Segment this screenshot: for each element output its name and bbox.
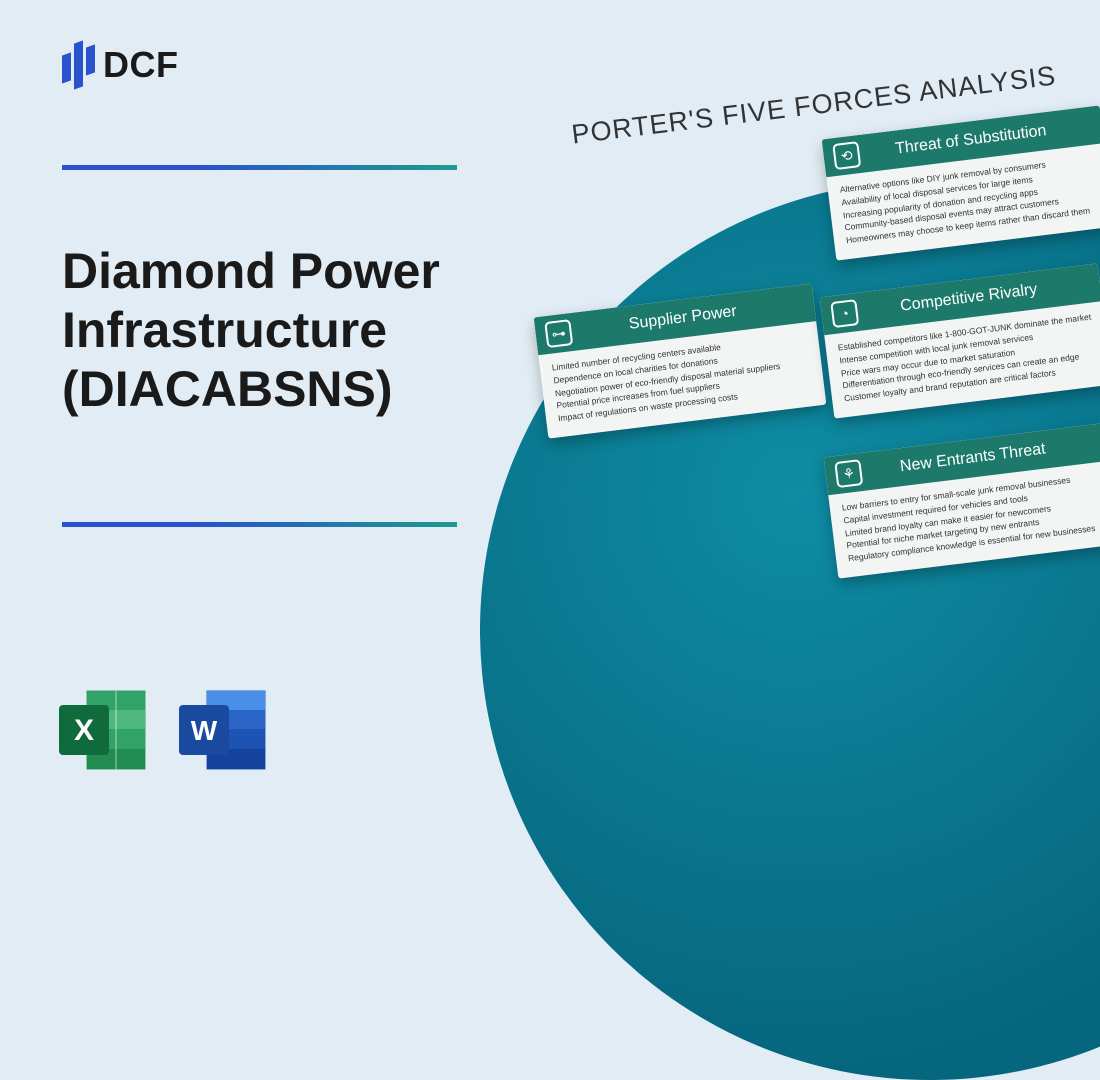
supplier-icon: ⊶: [544, 319, 573, 348]
divider-top: [62, 165, 457, 170]
file-icons: X W: [55, 685, 271, 775]
substitution-icon: ⟲: [832, 141, 861, 170]
divider-bottom: [62, 522, 457, 527]
excel-icon: X: [55, 685, 151, 775]
rivalry-icon: ◔: [830, 299, 859, 328]
page-title: Diamond Power Infrastructure (DIACABSNS): [62, 242, 502, 419]
logo: DCF: [62, 42, 179, 88]
svg-text:X: X: [74, 714, 94, 747]
entrants-icon: ⚘: [834, 459, 863, 488]
svg-text:W: W: [191, 715, 218, 746]
logo-text: DCF: [103, 44, 179, 86]
word-icon: W: [175, 685, 271, 775]
logo-icon: [62, 42, 95, 88]
